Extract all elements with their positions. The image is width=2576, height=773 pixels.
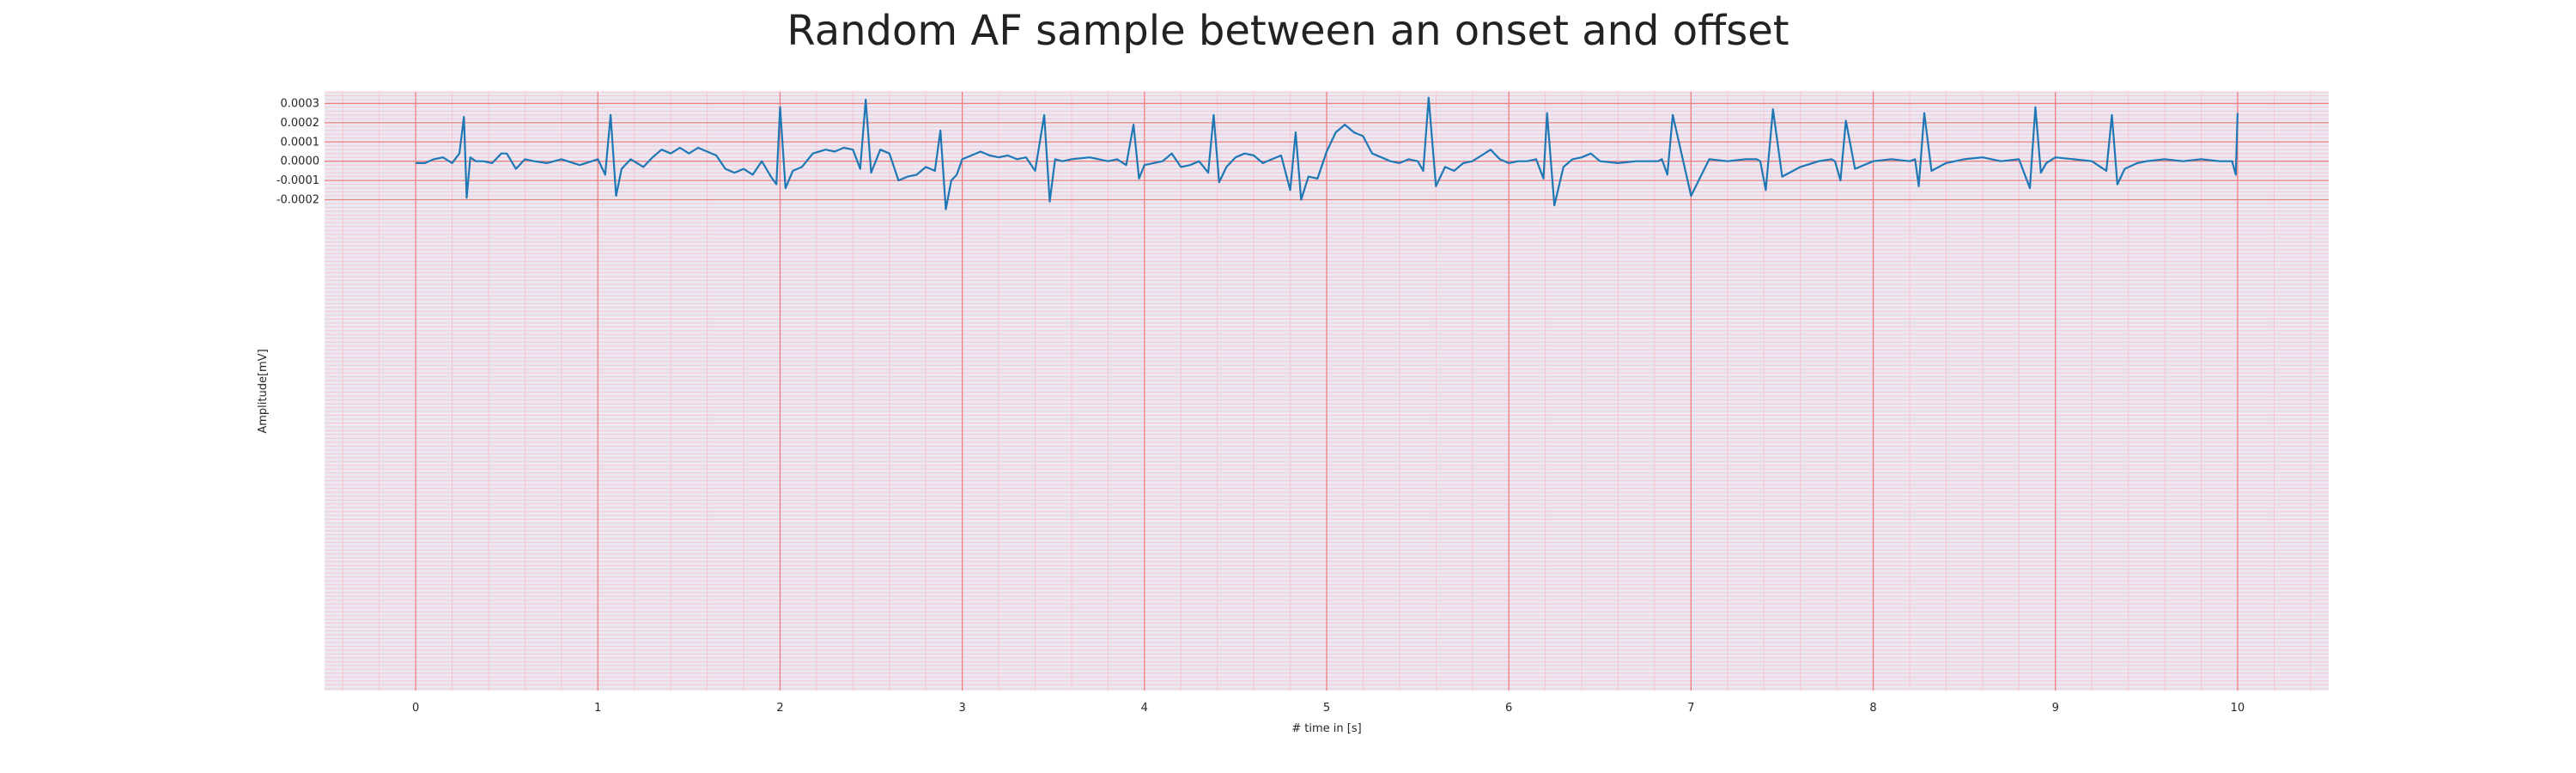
- major-grid: [325, 92, 2329, 691]
- x-tick-label: 2: [776, 702, 783, 715]
- series-layer: [416, 96, 2239, 210]
- x-tick-label: 4: [1141, 702, 1148, 715]
- y-tick-label: -0.0001: [276, 174, 319, 187]
- x-axis-label: # time in [s]: [1291, 722, 1361, 735]
- series-line-0: [416, 96, 2239, 210]
- x-axis-ticks: 0 1 2 3 4 5 6 7 8 9 10: [412, 702, 2245, 715]
- y-tick-label: 0.0001: [281, 136, 320, 149]
- x-tick-label: 9: [2052, 702, 2059, 715]
- x-tick-label: 10: [2231, 702, 2245, 715]
- chart-title: Random AF sample between an onset and of…: [787, 7, 1789, 55]
- x-tick-label: 7: [1687, 702, 1694, 715]
- x-tick-label: 0: [412, 702, 419, 715]
- y-tick-label: 0.0003: [281, 97, 320, 110]
- x-tick-label: 1: [594, 702, 601, 715]
- x-tick-label: 5: [1323, 702, 1330, 715]
- y-tick-label: 0.0000: [281, 155, 320, 168]
- y-tick-label: -0.0002: [276, 194, 319, 207]
- x-tick-label: 6: [1505, 702, 1512, 715]
- x-tick-label: 8: [1869, 702, 1876, 715]
- y-axis-ticks: 0.0003 0.0002 0.0001 0.0000 -0.0001 -0.0002: [276, 97, 319, 206]
- x-tick-label: 3: [958, 702, 965, 715]
- y-axis-label: Amplitude[mV]: [257, 349, 270, 433]
- y-tick-label: 0.0002: [281, 117, 320, 130]
